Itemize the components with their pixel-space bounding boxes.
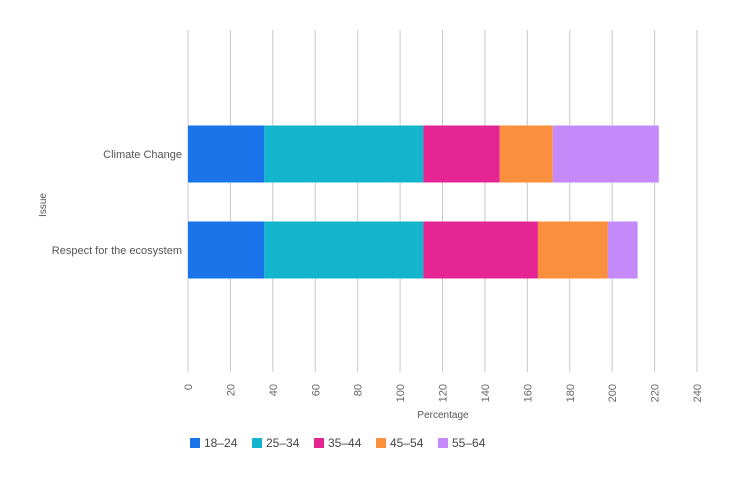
bar-segment: [188, 125, 265, 183]
bar-segment: [264, 125, 424, 183]
bar-segment: [537, 221, 608, 279]
legend-swatch: [314, 438, 324, 448]
bars: [188, 125, 659, 279]
category-label: Respect for the ecosystem: [52, 245, 182, 257]
x-tick-label: 120: [438, 384, 450, 402]
x-tick-labels: 0 20 40 60 80 100 120 140 160 180 200 220 240: [183, 384, 704, 402]
x-tick-label: 240: [692, 384, 704, 402]
legend-label: 55–64: [452, 436, 486, 450]
x-tick-label: 220: [650, 384, 662, 402]
x-tick-label: 80: [353, 384, 365, 396]
legend-label: 25–34: [266, 436, 300, 450]
legend: 18–24 25–34 35–44 45–54 55–64: [190, 436, 486, 450]
bar-segment: [552, 125, 659, 183]
bar-segment: [499, 125, 553, 183]
bar-segment: [423, 221, 538, 279]
y-axis-title: Issue: [38, 193, 49, 217]
bar-segment: [423, 125, 500, 183]
x-axis-title: Percentage: [417, 410, 469, 421]
legend-label: 35–44: [328, 436, 362, 450]
bar-segment: [188, 221, 265, 279]
legend-label: 18–24: [204, 436, 238, 450]
x-tick-label: 140: [480, 384, 492, 402]
legend-item: 18–24: [190, 436, 238, 450]
legend-item: 55–64: [438, 436, 486, 450]
x-tick-label: 200: [607, 384, 619, 402]
legend-swatch: [190, 438, 200, 448]
gridlines: [187, 30, 698, 372]
bar-segment: [607, 221, 638, 279]
category-label: Climate Change: [103, 149, 182, 161]
x-tick-label: 60: [310, 384, 322, 396]
x-tick-label: 100: [395, 384, 407, 402]
legend-swatch: [376, 438, 386, 448]
x-tick-label: 20: [225, 384, 237, 396]
x-tick-label: 180: [565, 384, 577, 402]
legend-item: 25–34: [252, 436, 300, 450]
legend-swatch: [252, 438, 262, 448]
bar-segment: [264, 221, 424, 279]
legend-item: 45–54: [376, 436, 424, 450]
x-tick-label: 0: [183, 384, 195, 390]
x-tick-label: 40: [268, 384, 280, 396]
legend-swatch: [438, 438, 448, 448]
category-labels: Climate Change Respect for the ecosystem: [52, 149, 182, 257]
legend-label: 45–54: [390, 436, 424, 450]
legend-item: 35–44: [314, 436, 362, 450]
x-tick-label: 160: [522, 384, 534, 402]
